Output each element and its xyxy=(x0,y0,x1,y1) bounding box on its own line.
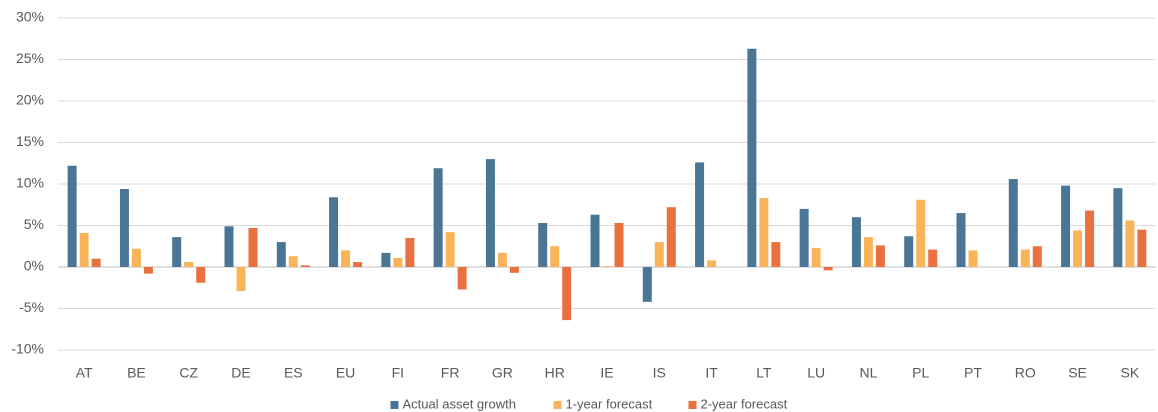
legend-label: 2-year forecast xyxy=(701,396,788,411)
bar xyxy=(353,262,363,267)
x-tick-label: IS xyxy=(653,365,666,381)
x-tick-label: FR xyxy=(441,365,460,381)
bar xyxy=(666,207,676,267)
y-tick-label: 15% xyxy=(16,133,44,149)
bar xyxy=(445,232,455,267)
legend-label: Actual asset growth xyxy=(403,396,516,411)
bar xyxy=(562,267,572,321)
bar xyxy=(497,252,507,267)
bar xyxy=(91,258,101,267)
x-tick-label: GR xyxy=(492,365,513,381)
bar xyxy=(1125,220,1135,267)
legend: Actual asset growth 1-year forecast 2-year… xyxy=(390,396,788,411)
x-tick-label: PL xyxy=(912,365,929,381)
bar xyxy=(119,188,129,267)
bar xyxy=(196,267,206,283)
x-tick-label: LU xyxy=(807,365,825,381)
x-tick-label: SE xyxy=(1068,365,1087,381)
x-tick-label: SK xyxy=(1121,365,1140,381)
legend-swatch xyxy=(688,401,697,409)
bar xyxy=(509,267,519,273)
bar xyxy=(747,48,757,268)
bar xyxy=(851,217,861,267)
bar xyxy=(1020,249,1030,267)
bar xyxy=(1032,246,1042,267)
y-tick-label: 30% xyxy=(16,9,44,25)
bar xyxy=(707,260,717,267)
bar xyxy=(131,248,141,267)
bar xyxy=(393,257,403,267)
x-tick-label: EU xyxy=(336,365,355,381)
y-tick-label: -5% xyxy=(19,299,44,315)
bar xyxy=(172,237,182,267)
x-tick-label: HR xyxy=(545,365,565,381)
bar xyxy=(236,267,246,292)
x-tick-label: AT xyxy=(76,365,93,381)
bar xyxy=(143,267,153,274)
bar xyxy=(654,242,664,267)
x-tick-label: ES xyxy=(284,365,303,381)
bar xyxy=(811,247,821,267)
legend-label: 1-year forecast xyxy=(566,396,653,411)
x-tick-label: IE xyxy=(600,365,613,381)
bar xyxy=(329,197,339,267)
bar xyxy=(916,199,926,267)
bar xyxy=(968,250,978,267)
x-tick-label: FI xyxy=(392,365,404,381)
x-tick-label: DE xyxy=(231,365,250,381)
bar xyxy=(1085,210,1095,267)
bar xyxy=(1113,188,1123,267)
bar xyxy=(759,198,769,267)
y-tick-label: 0% xyxy=(24,258,44,274)
y-tick-label: 20% xyxy=(16,92,44,108)
y-tick-label: 5% xyxy=(24,216,44,232)
bar xyxy=(67,165,77,267)
bar xyxy=(341,250,351,267)
bar xyxy=(695,162,705,267)
bar xyxy=(405,237,415,267)
bar xyxy=(248,227,258,267)
x-tick-label: CZ xyxy=(179,365,198,381)
bar xyxy=(1137,229,1147,267)
bar xyxy=(276,242,286,267)
bar xyxy=(1073,230,1083,267)
bar xyxy=(642,267,652,302)
bar xyxy=(381,252,391,267)
bar xyxy=(590,214,600,267)
bar xyxy=(538,223,548,267)
bar xyxy=(79,232,89,267)
bar xyxy=(799,208,809,267)
bar xyxy=(224,226,234,267)
legend-swatch xyxy=(390,401,399,409)
x-tick-label: RO xyxy=(1015,365,1036,381)
bar xyxy=(457,267,467,290)
legend-swatch xyxy=(553,401,562,409)
bar xyxy=(1061,185,1071,267)
bar xyxy=(300,265,310,267)
bar xyxy=(1008,179,1018,267)
bar xyxy=(614,223,624,267)
bar xyxy=(956,213,966,267)
bar xyxy=(863,237,873,267)
x-tick-label: BE xyxy=(127,365,146,381)
x-tick-label: LT xyxy=(756,365,772,381)
bar xyxy=(875,245,885,267)
y-tick-label: -10% xyxy=(11,341,44,357)
bar xyxy=(550,246,560,267)
bar xyxy=(433,168,443,267)
bar xyxy=(823,267,833,271)
bar xyxy=(288,256,298,267)
x-tick-label: PT xyxy=(964,365,982,381)
bar xyxy=(184,262,194,267)
y-tick-label: 10% xyxy=(16,175,44,191)
bar xyxy=(928,249,938,267)
x-tick-label: NL xyxy=(859,365,877,381)
x-tick-label: IT xyxy=(705,365,718,381)
bar xyxy=(485,159,495,267)
y-tick-label: 25% xyxy=(16,50,44,66)
bar xyxy=(904,236,914,267)
bar xyxy=(602,266,612,267)
bar xyxy=(771,242,781,267)
